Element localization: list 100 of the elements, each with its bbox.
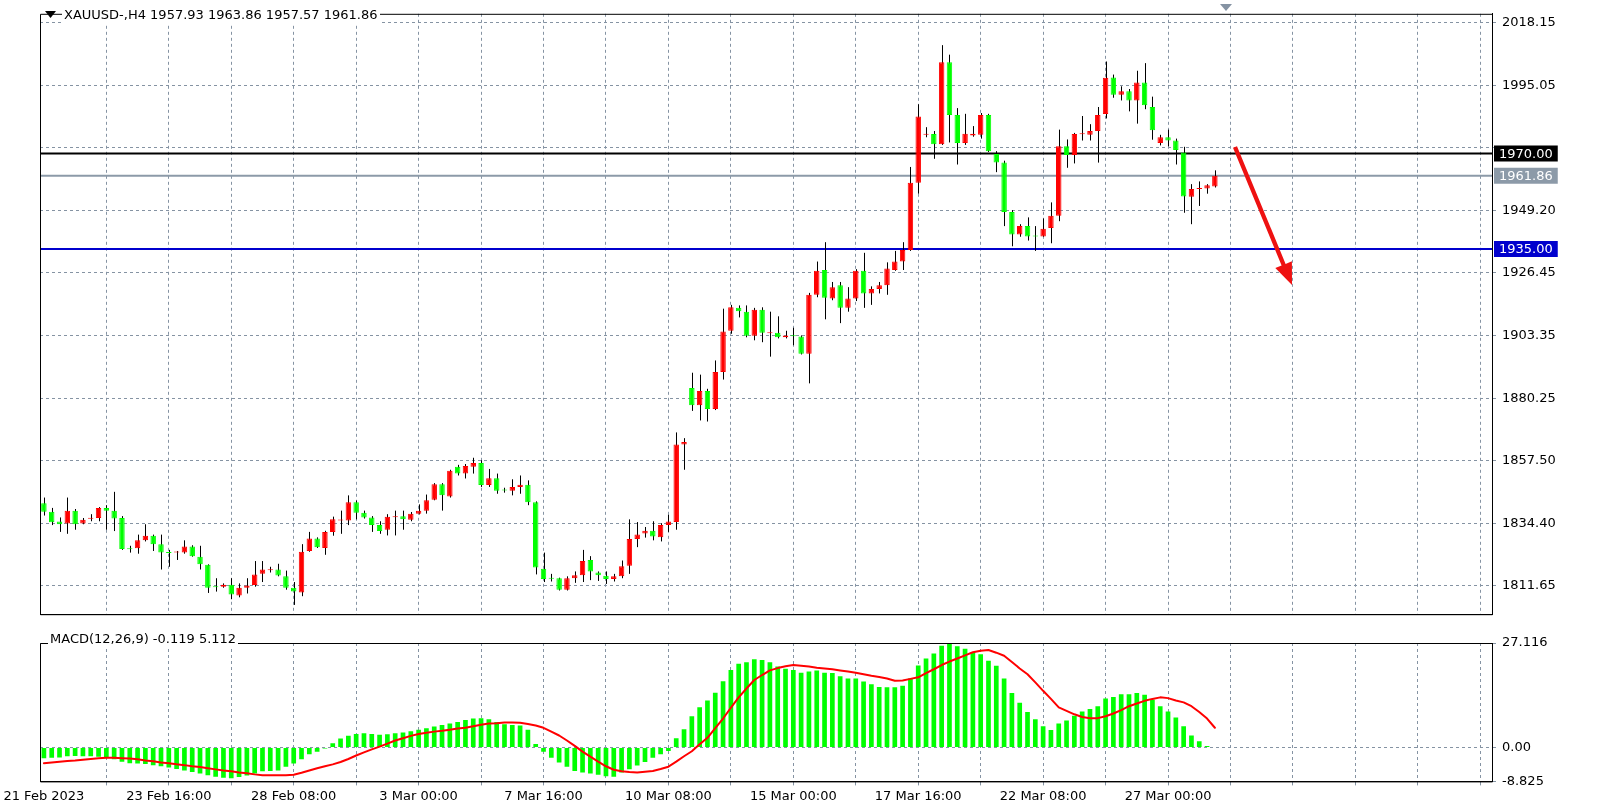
bar (509, 725, 515, 747)
x-tick-label: 28 Feb 08:00 (251, 787, 337, 803)
y-tick-label: 1926.45 (1502, 263, 1556, 279)
bar (353, 733, 359, 747)
candlestick (689, 372, 695, 412)
bar (736, 663, 742, 747)
candlestick (962, 113, 968, 146)
bar (189, 747, 195, 773)
bar (306, 747, 312, 755)
bar (502, 724, 507, 747)
y-tick-label: 27.116 (1502, 634, 1548, 650)
bar (1079, 711, 1085, 747)
bar (900, 685, 905, 747)
candlestick (634, 521, 640, 548)
bar (751, 659, 757, 747)
bar (548, 747, 554, 758)
candlestick (290, 581, 297, 606)
ref-line-label: 1935.00 (1499, 241, 1553, 257)
candlestick (205, 563, 211, 594)
y-tick-label: 1811.65 (1502, 576, 1556, 592)
bar (658, 747, 663, 755)
bar (455, 722, 460, 747)
y-tick-label: 1949.20 (1502, 201, 1556, 217)
bar (1196, 741, 1202, 747)
bar (1150, 699, 1155, 747)
candlestick (1188, 183, 1195, 225)
bar (205, 747, 211, 776)
candlestick (728, 304, 734, 335)
x-tick-label: 10 Mar 08:00 (625, 787, 712, 803)
bar (1157, 706, 1163, 747)
bar (892, 687, 898, 747)
bar (993, 665, 999, 747)
bar (228, 747, 234, 779)
candlestick (892, 250, 898, 272)
bar (666, 747, 671, 751)
bar (705, 700, 710, 747)
bar (260, 747, 265, 772)
y-tick-label: 1834.40 (1502, 514, 1556, 530)
candlestick (1040, 217, 1046, 238)
bar (783, 668, 788, 747)
bar (1173, 717, 1179, 747)
y-tick-label: 1857.50 (1502, 451, 1556, 467)
bar (291, 747, 297, 764)
bar (744, 662, 749, 747)
y-tick-label: 2018.15 (1502, 13, 1556, 29)
bar (588, 747, 593, 774)
candlestick (322, 530, 328, 556)
candlestick (650, 520, 656, 541)
y-tick-label: 1995.05 (1502, 76, 1556, 92)
bar (697, 707, 702, 747)
bar (314, 747, 320, 752)
x-tick-label: 27 Mar 00:00 (1124, 787, 1212, 803)
bar (650, 747, 656, 758)
y-tick-label: -8.825 (1502, 772, 1544, 788)
bar (978, 654, 984, 747)
bar (853, 678, 859, 747)
bar (775, 666, 781, 747)
bar (213, 747, 218, 777)
x-tick-label: 23 Feb 16:00 (126, 787, 212, 803)
x-tick-label: 17 Mar 16:00 (874, 787, 962, 803)
bar (346, 735, 351, 747)
candlestick (837, 281, 843, 324)
bar (1017, 702, 1023, 747)
bar (252, 747, 258, 774)
bar (1118, 694, 1124, 747)
x-tick-label: 7 Mar 16:00 (504, 787, 583, 803)
candlestick (759, 306, 765, 343)
candlestick (134, 534, 141, 555)
bar (627, 747, 632, 770)
bar (1064, 720, 1069, 747)
bar (1103, 698, 1108, 747)
x-tick-label: 22 Mar 08:00 (999, 787, 1087, 803)
candlestick (283, 570, 289, 591)
bar (954, 646, 960, 747)
bar (221, 747, 226, 778)
bar (1181, 726, 1186, 747)
bar (619, 747, 624, 773)
bar (876, 686, 882, 747)
y-tick-label: 1903.35 (1502, 326, 1556, 342)
bar (267, 747, 273, 771)
chart-title: XAUUSD-,H4 1957.93 1963.86 1957.57 1961.86 (62, 7, 380, 23)
bar (572, 747, 578, 771)
bar (1025, 711, 1030, 747)
bar (822, 672, 827, 747)
bar (931, 653, 937, 747)
bar (947, 643, 952, 747)
bar (908, 678, 913, 747)
candlestick (111, 491, 117, 532)
bar (447, 723, 453, 747)
bar (49, 747, 55, 758)
bar (712, 692, 718, 747)
candlestick (884, 261, 890, 296)
candlestick (1048, 201, 1054, 244)
bar (541, 747, 546, 752)
bar (580, 747, 585, 773)
bar (611, 747, 617, 777)
bar (1189, 735, 1194, 747)
x-tick-label: 21 Feb 2023 (3, 787, 85, 803)
bar (790, 670, 796, 747)
bar (830, 673, 835, 747)
